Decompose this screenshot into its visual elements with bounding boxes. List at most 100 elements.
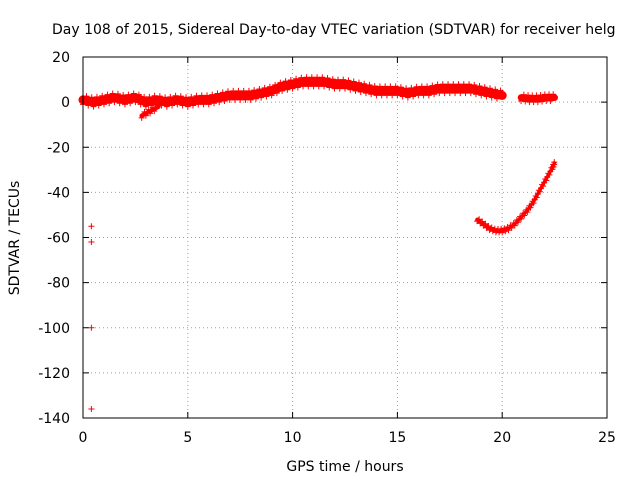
data-point [343,81,350,88]
data-point [495,91,502,98]
data-point [482,220,489,227]
data-point [252,95,259,102]
data-point [198,92,205,99]
data-point [240,87,247,94]
data-point [212,95,219,102]
outlier-point [88,223,95,230]
data-point [104,91,111,98]
data-point [258,94,265,101]
data-point [294,84,301,91]
data-point [331,85,338,92]
data-point [310,83,317,90]
data-point [326,84,333,91]
data-point [228,92,235,99]
data-point [268,92,275,99]
outlier-point [88,324,95,331]
data-point [118,96,125,103]
data-point [522,98,529,105]
data-point [138,114,145,121]
data-point [438,85,445,92]
data-point [474,87,481,94]
data-point [490,90,497,97]
data-point [120,91,127,98]
data-point [457,90,464,97]
data-point [266,83,273,90]
data-point [404,94,411,101]
data-point [362,90,369,97]
data-point [141,108,148,115]
data-point [200,101,207,108]
data-point [152,105,159,112]
data-point [420,92,427,99]
data-point [478,92,485,99]
data-point [335,76,342,83]
data-point [277,79,284,86]
data-point [139,97,146,104]
x-tick-label: 20 [493,430,511,446]
data-point [452,90,459,97]
data-point [280,82,287,89]
data-point [387,83,394,90]
plot-frame [82,56,608,419]
data-point [333,81,340,88]
y-tick-label: -60 [47,231,70,247]
data-point [226,96,233,103]
data-point [415,92,422,99]
data-point [151,108,158,115]
data-point [460,81,467,88]
data-point [147,110,154,117]
data-point [534,99,541,106]
data-point [385,87,392,94]
data-point [479,218,486,225]
data-point [141,93,148,100]
data-point [392,83,399,90]
data-point [176,97,183,104]
data-point [459,85,466,92]
data-point [287,76,294,83]
data-point [282,78,289,85]
data-point [169,102,176,109]
data-point [183,94,190,101]
data-point [406,89,413,96]
data-point [364,85,371,92]
data-point [275,84,282,91]
data-point [481,84,488,91]
data-point [127,100,134,107]
data-point [322,79,329,86]
data-point [476,216,483,223]
data-point [130,90,137,97]
data-point [179,102,186,109]
data-point [410,93,417,100]
data-series [78,74,558,412]
data-point [533,194,540,201]
data-point [481,221,488,228]
data-point [279,87,286,94]
data-point [88,94,95,101]
data-point [163,103,170,110]
data-point [265,88,272,95]
data-point [307,78,314,85]
data-point [355,79,362,86]
data-point [156,93,163,100]
data-point [256,85,263,92]
x-tick-label: 5 [183,430,192,446]
data-point [314,74,321,81]
data-point [380,87,387,94]
data-point [251,87,258,94]
data-point [492,86,499,93]
data-point [140,111,147,118]
data-point [493,95,500,102]
data-point [547,97,554,104]
data-point [272,81,279,88]
data-point [324,75,331,82]
data-point [100,101,107,108]
data-point [134,95,141,102]
data-point [300,83,307,90]
data-point [417,87,424,94]
data-point [107,95,114,102]
data-point [149,104,156,111]
data-point [219,89,226,96]
data-point [123,96,130,103]
data-point [401,89,408,96]
data-point [293,75,300,82]
